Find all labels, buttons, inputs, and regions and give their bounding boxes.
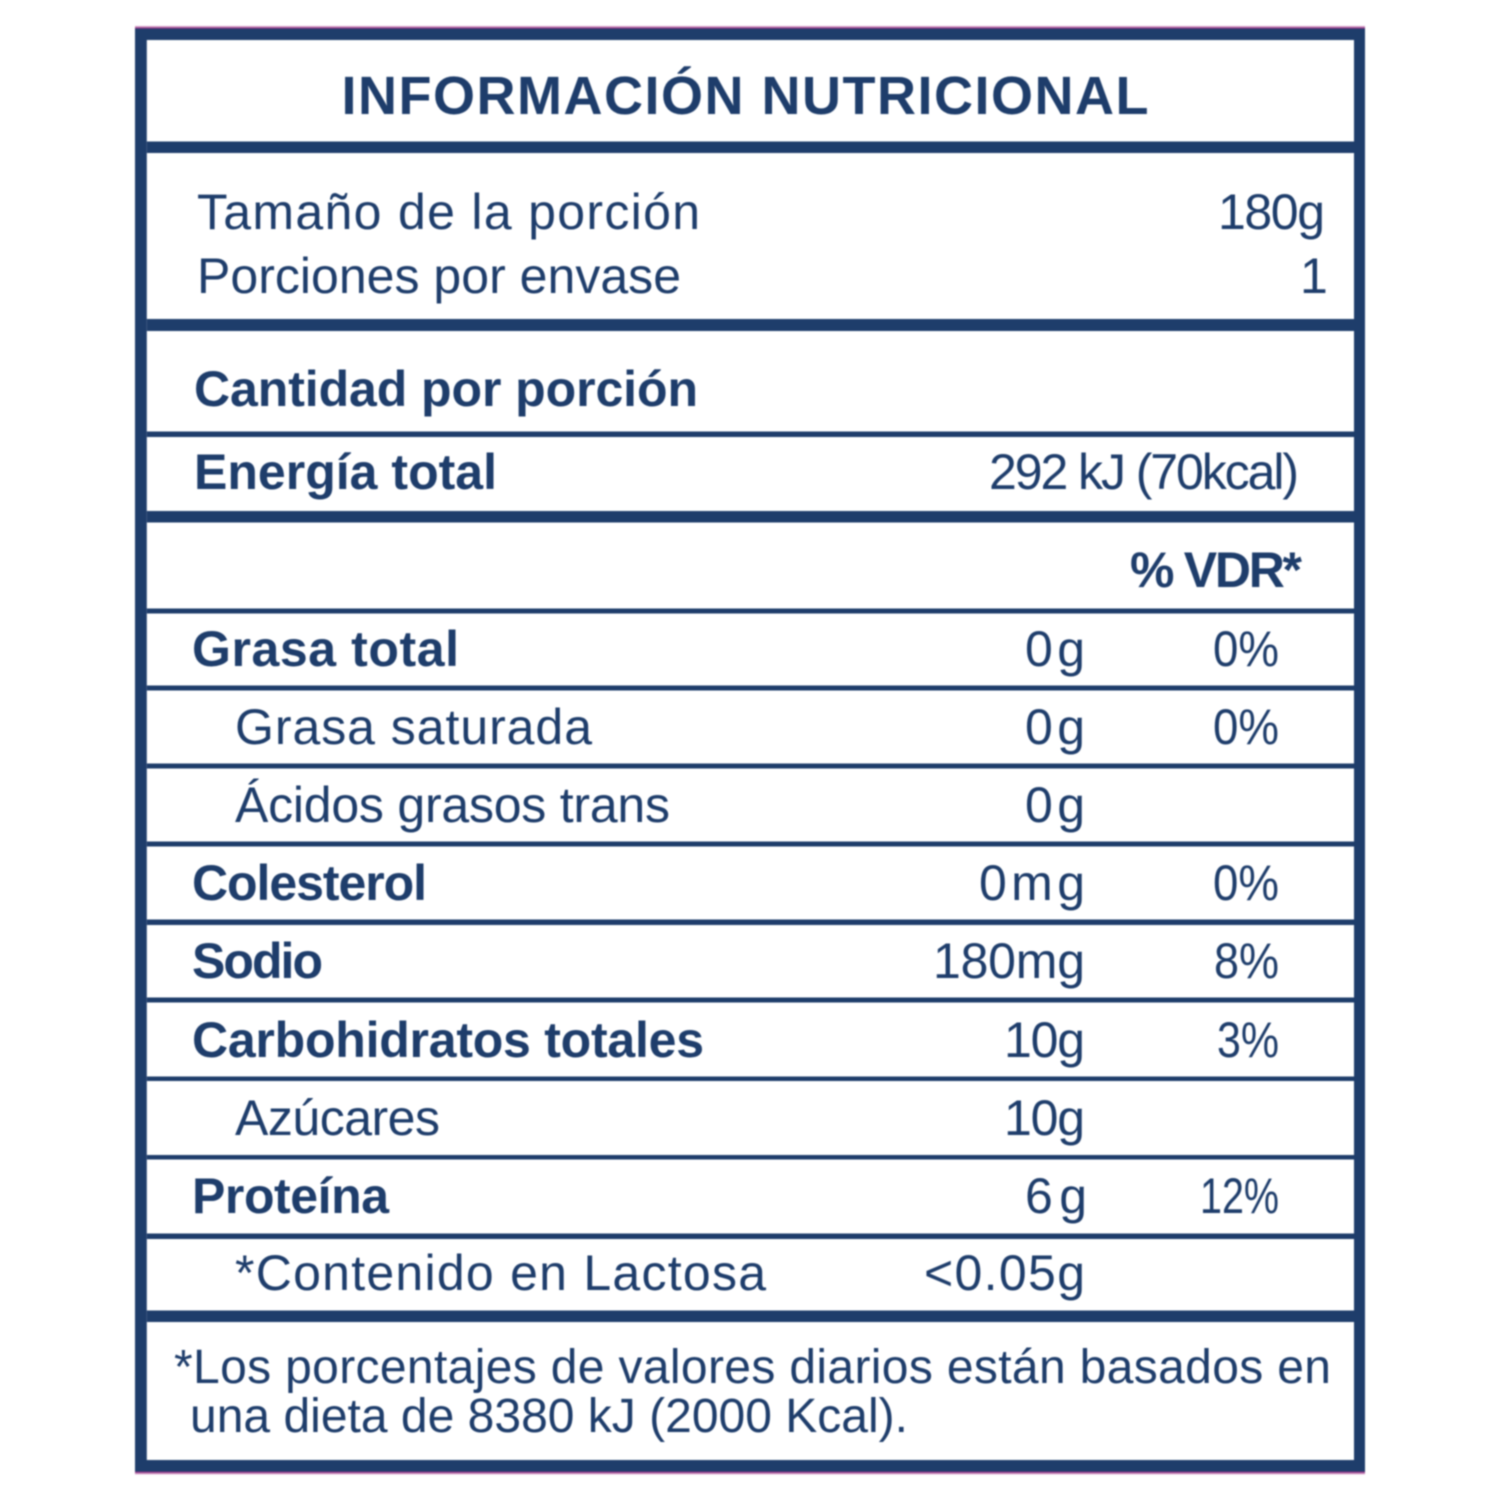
- svg-text:0g: 0g: [1025, 621, 1085, 677]
- svg-text:Sodio: Sodio: [192, 933, 323, 989]
- svg-text:1: 1: [1300, 248, 1328, 304]
- svg-text:Cantidad por porción: Cantidad por porción: [194, 361, 698, 417]
- svg-text:12%: 12%: [1200, 1168, 1279, 1224]
- svg-text:0%: 0%: [1213, 621, 1279, 677]
- svg-text:Proteína: Proteína: [192, 1168, 390, 1224]
- svg-text:INFORMACIÓN NUTRICIONAL: INFORMACIÓN NUTRICIONAL: [342, 66, 1149, 126]
- svg-text:Grasa total: Grasa total: [192, 621, 459, 677]
- svg-text:Energía total: Energía total: [194, 444, 497, 500]
- svg-text:Carbohidratos totales: Carbohidratos totales: [192, 1012, 704, 1068]
- svg-text:0mg: 0mg: [979, 855, 1085, 911]
- svg-text:Colesterol: Colesterol: [192, 855, 427, 911]
- svg-text:una dieta de 8380 kJ (2000 Kca: una dieta de 8380 kJ (2000 Kcal).: [190, 1390, 908, 1443]
- svg-text:*Los porcentajes de valores di: *Los porcentajes de valores diarios está…: [174, 1341, 1331, 1394]
- svg-text:0%: 0%: [1213, 855, 1279, 911]
- svg-text:Porciones por envase: Porciones por envase: [197, 248, 681, 304]
- svg-text:% VDR*: % VDR*: [1130, 542, 1303, 598]
- svg-text:Tamaño de la porción: Tamaño de la porción: [197, 184, 700, 240]
- svg-text:*Contenido en Lactosa: *Contenido en Lactosa: [235, 1245, 766, 1301]
- svg-text:180mg: 180mg: [933, 933, 1085, 989]
- svg-text:10g: 10g: [1004, 1090, 1085, 1146]
- svg-text:Ácidos grasos trans: Ácidos grasos trans: [235, 777, 670, 833]
- svg-text:0g: 0g: [1025, 699, 1085, 755]
- svg-text:0%: 0%: [1213, 699, 1279, 755]
- svg-text:180g: 180g: [1218, 184, 1325, 240]
- svg-text:Azúcares: Azúcares: [235, 1090, 440, 1146]
- svg-text:Grasa saturada: Grasa saturada: [235, 699, 592, 755]
- svg-text:3%: 3%: [1217, 1012, 1279, 1068]
- svg-text:8%: 8%: [1214, 933, 1279, 989]
- svg-text:292 kJ (70kcal): 292 kJ (70kcal): [989, 444, 1299, 500]
- svg-text:10g: 10g: [1004, 1012, 1085, 1068]
- svg-text:0g: 0g: [1025, 777, 1085, 833]
- svg-text:6g: 6g: [1025, 1168, 1087, 1224]
- svg-text:<0.05g: <0.05g: [924, 1245, 1085, 1301]
